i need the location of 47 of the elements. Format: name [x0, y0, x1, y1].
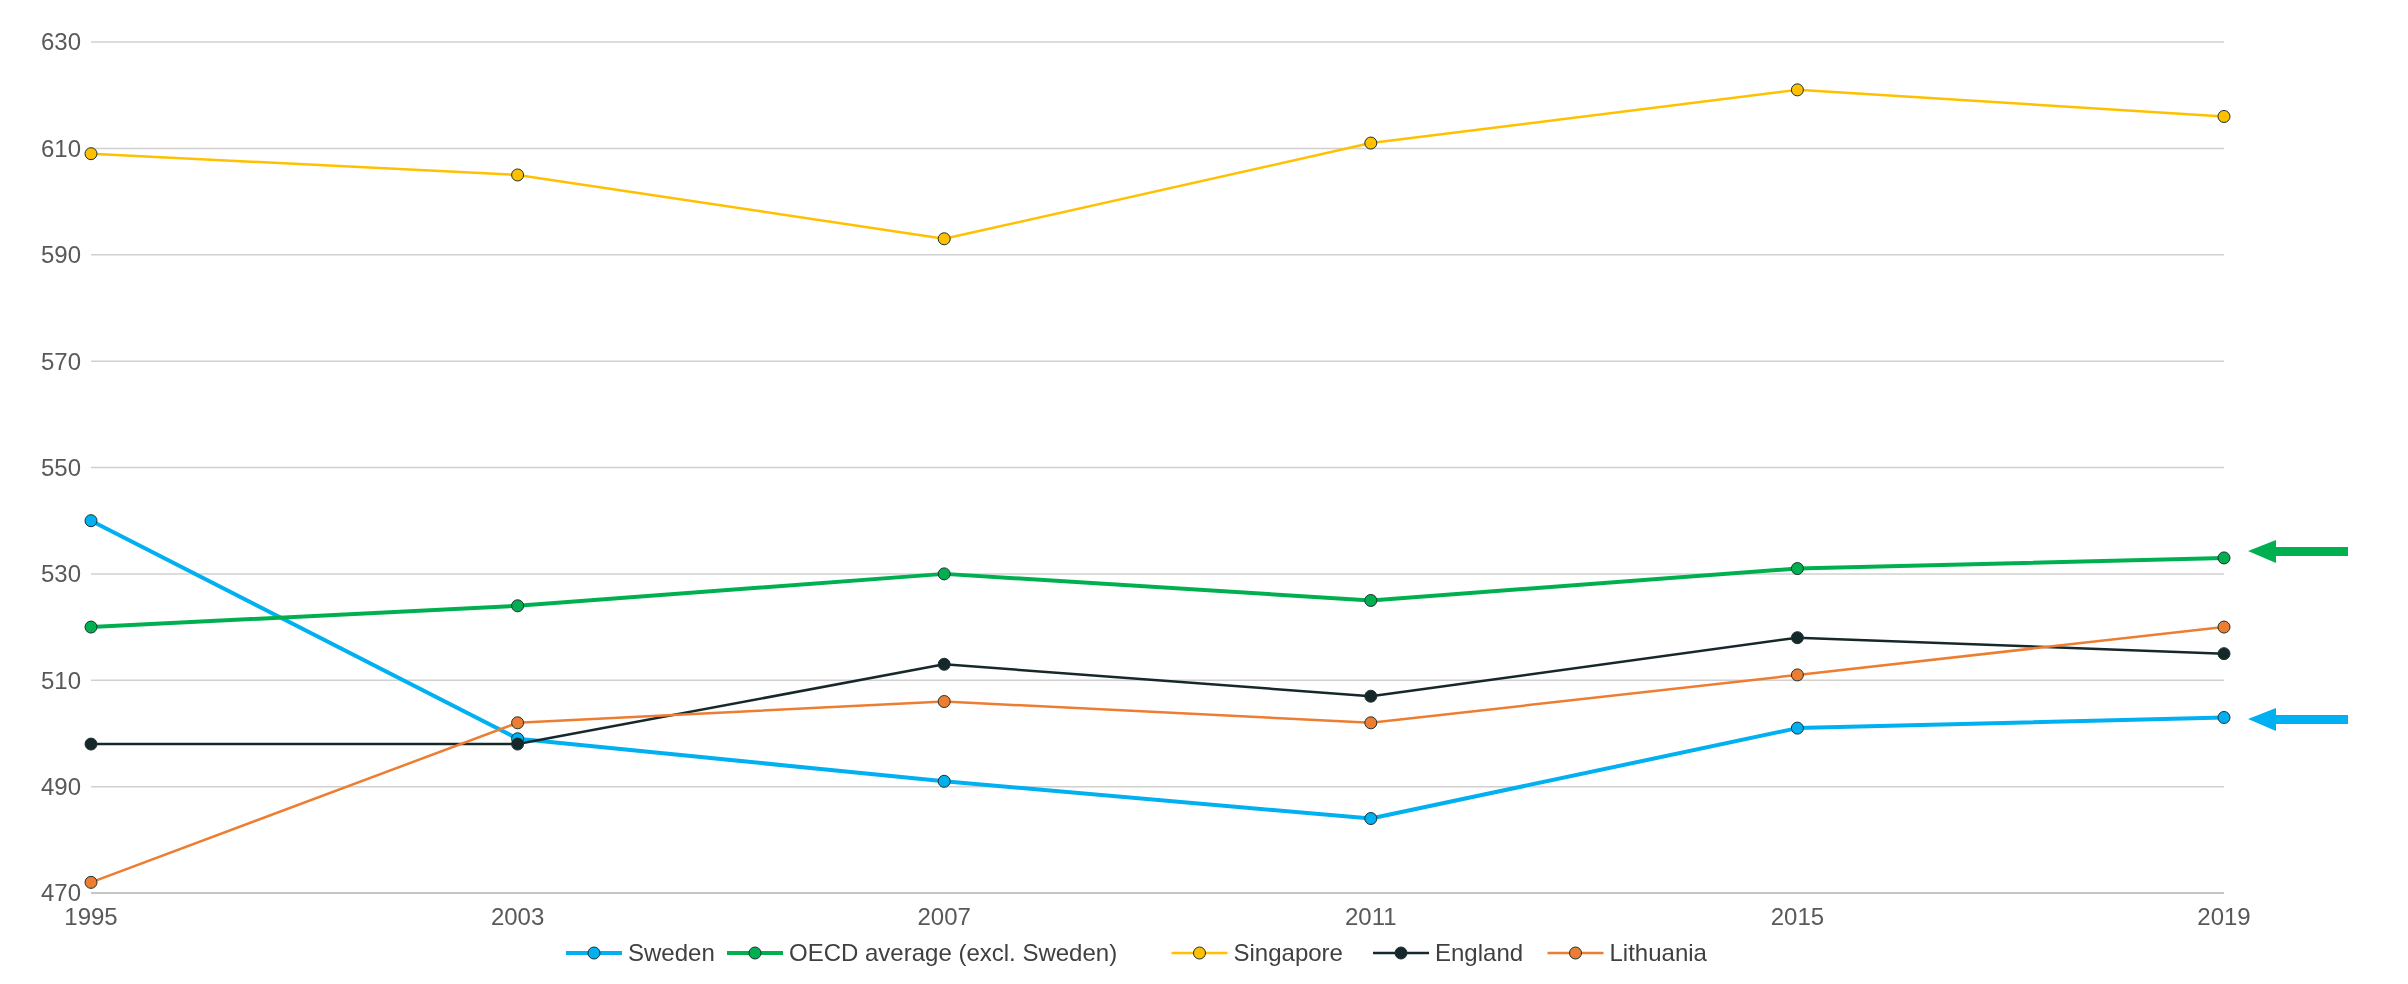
point	[84, 514, 98, 528]
y-tick-label: 610	[40, 134, 81, 162]
legend-label: Lithuania	[1609, 939, 1708, 967]
point	[84, 620, 98, 634]
legend-label: OECD average (excl. Sweden)	[789, 939, 1118, 967]
x-tick-label: 2019	[2197, 903, 2251, 930]
point	[2217, 551, 2231, 565]
point	[937, 567, 951, 581]
point	[1364, 136, 1378, 150]
x-tick-label: 2007	[917, 903, 971, 930]
x-tick-label: 2003	[490, 903, 545, 930]
point	[1790, 631, 1804, 645]
point	[511, 716, 525, 730]
y-tick-label: 490	[40, 773, 81, 801]
point	[2217, 647, 2231, 661]
point	[511, 599, 525, 613]
legend-label: England	[1435, 939, 1524, 967]
point	[2217, 710, 2231, 724]
point	[1790, 721, 1804, 735]
point	[84, 875, 98, 889]
y-tick-label: 630	[40, 28, 81, 56]
y-tick-label: 530	[40, 560, 81, 588]
point	[937, 695, 951, 709]
point	[84, 147, 98, 161]
point	[1364, 716, 1378, 730]
x-tick-label: 2015	[1770, 903, 1825, 930]
point	[2217, 620, 2231, 634]
point	[1364, 689, 1378, 703]
point	[1790, 83, 1804, 97]
y-tick-label: 570	[40, 347, 81, 375]
point	[1790, 668, 1804, 682]
point	[511, 168, 525, 182]
point	[937, 232, 951, 246]
y-tick-label: 510	[40, 666, 81, 694]
point	[1364, 593, 1378, 607]
point	[2217, 109, 2231, 123]
point	[1790, 562, 1804, 576]
point	[1364, 812, 1378, 826]
legend-label: Sweden	[628, 939, 715, 967]
y-tick-label: 590	[40, 241, 81, 269]
legend-label: Singapore	[1233, 939, 1343, 967]
x-tick-label: 2011	[1345, 903, 1397, 930]
point	[937, 657, 951, 671]
y-tick-label: 550	[40, 453, 81, 481]
point	[84, 737, 98, 751]
point	[511, 737, 525, 751]
point	[937, 774, 951, 788]
